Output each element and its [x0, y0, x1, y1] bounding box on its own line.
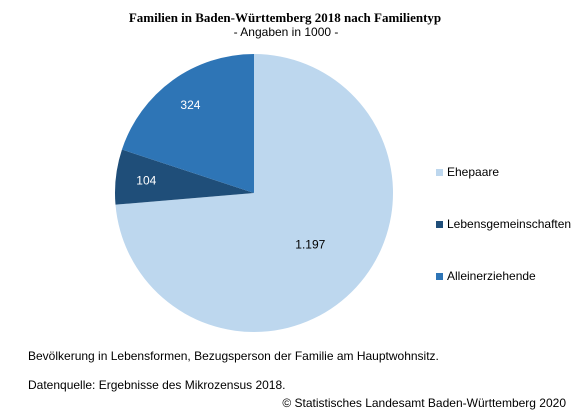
- legend-swatch-ehepaare: [436, 169, 443, 176]
- data-label-ehepaare: 1.197: [295, 238, 325, 252]
- chart-subtitle: - Angaben in 1000 -: [233, 25, 339, 39]
- legend-item-ehepaare: Ehepaare: [436, 163, 571, 181]
- pie-slice-lebensgemeinschaften: [115, 149, 254, 205]
- pie-slice-alleinerziehende: [121, 54, 254, 193]
- pie-slice-ehepaare: [115, 54, 394, 332]
- legend-label-lebensgemeinschaften: Lebensgemeinschaften: [447, 217, 572, 231]
- legend-label-alleinerziehende: Alleinerziehende: [447, 269, 536, 283]
- legend-swatch-alleinerziehende: [436, 273, 443, 280]
- note-population: Bevölkerung in Lebensformen, Bezugsperso…: [28, 349, 439, 363]
- copyright: © Statistisches Landesamt Baden-Württemb…: [282, 396, 566, 410]
- legend-swatch-lebensgemeinschaften: [436, 221, 443, 228]
- data-label-lebensgemeinschaften: 104: [136, 173, 156, 187]
- legend: Ehepaare Lebensgemeinschaften Alleinerzi…: [436, 163, 571, 319]
- data-label-alleinerziehende: 324: [180, 98, 200, 112]
- legend-item-alleinerziehende: Alleinerziehende: [436, 267, 571, 285]
- legend-item-lebensgemeinschaften: Lebensgemeinschaften: [436, 215, 571, 233]
- chart-title: Familien in Baden-Württemberg 2018 nach …: [128, 10, 442, 25]
- legend-label-ehepaare: Ehepaare: [447, 165, 500, 179]
- note-source: Datenquelle: Ergebnisse des Mikrozensus …: [28, 378, 286, 392]
